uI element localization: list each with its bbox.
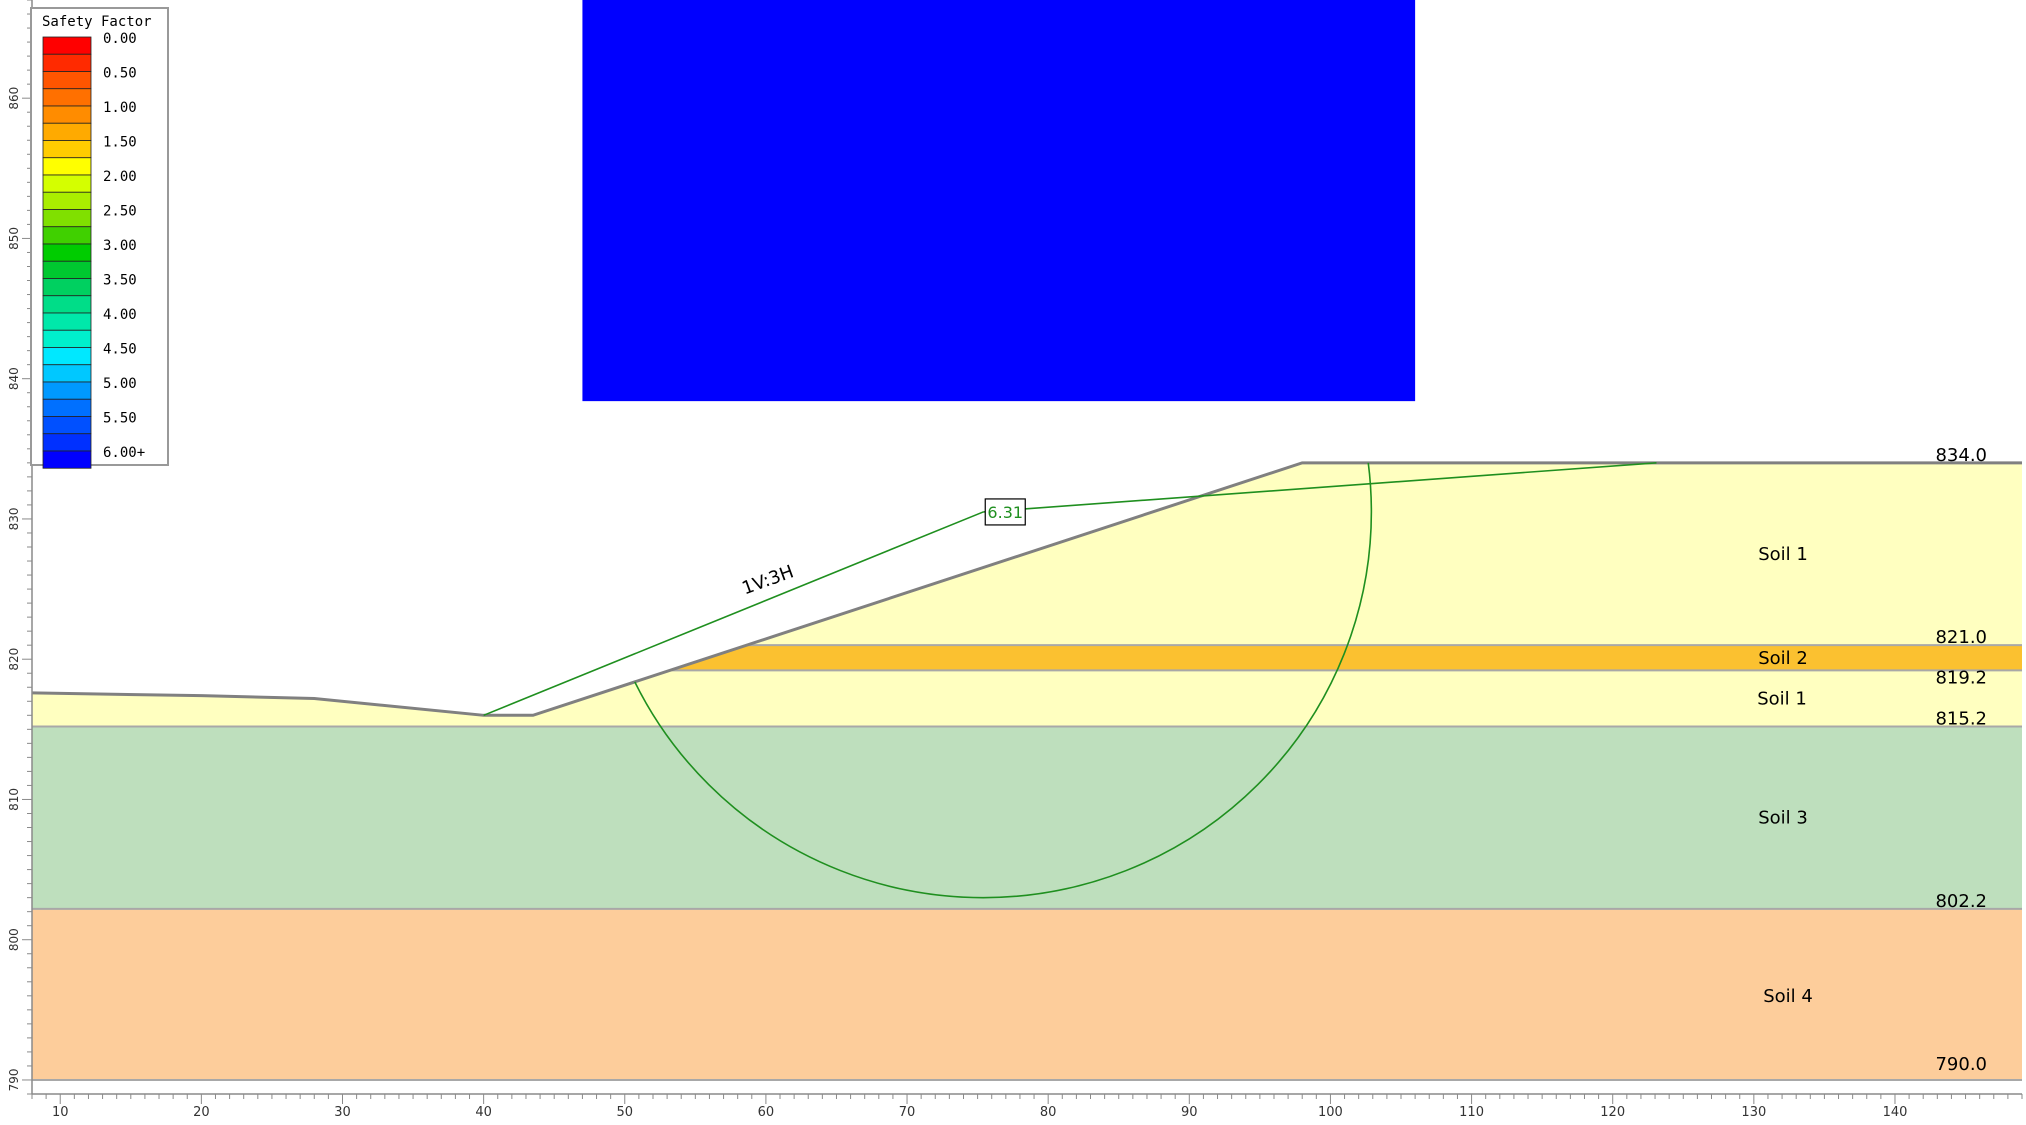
slip-radius-entry-line xyxy=(483,511,984,717)
x-tick-label: 140 xyxy=(1883,1105,1908,1120)
legend-swatch xyxy=(42,329,92,348)
soil-layer-3 xyxy=(32,670,2022,727)
legend-swatch xyxy=(42,53,92,72)
soil-name-label-3: Soil 1 xyxy=(1757,688,1807,709)
legend-label: 3.50 xyxy=(103,273,137,289)
legend-swatch xyxy=(42,105,92,124)
legend-swatch xyxy=(42,260,92,279)
legend-swatch xyxy=(42,88,92,107)
x-tick-label: 70 xyxy=(899,1105,916,1120)
elevation-label-base: 790.0 xyxy=(1935,1054,1987,1075)
y-tick-label: 830 xyxy=(7,507,21,530)
legend-label: 2.00 xyxy=(103,169,137,185)
legend-label: 5.50 xyxy=(103,411,137,427)
legend-title: Safety Factor xyxy=(42,14,152,30)
legend-swatch xyxy=(42,398,92,417)
legend-swatch xyxy=(42,140,92,159)
legend-label: 2.50 xyxy=(103,204,137,220)
x-tick-label: 40 xyxy=(475,1105,492,1120)
soil-name-label-4: Soil 3 xyxy=(1758,808,1808,829)
legend-label: 1.00 xyxy=(103,100,137,116)
legend-swatch xyxy=(42,347,92,366)
slope-ratio-label: 1V:3H xyxy=(739,561,796,599)
legend-swatch xyxy=(42,226,92,245)
legend-swatch xyxy=(42,278,92,297)
x-tick-label: 30 xyxy=(334,1105,351,1120)
x-tick-label: 100 xyxy=(1318,1105,1343,1120)
safety-factor-label: 6.31 xyxy=(987,503,1023,522)
x-tick-label: 80 xyxy=(1040,1105,1057,1120)
soil-name-label-1: Soil 1 xyxy=(1758,544,1808,565)
soil-layers xyxy=(32,462,2022,1081)
x-tick-label: 130 xyxy=(1741,1105,1766,1120)
legend-label: 3.00 xyxy=(103,238,137,254)
y-tick-label: 850 xyxy=(7,227,21,250)
x-tick-label: 50 xyxy=(616,1105,633,1120)
y-tick-label: 820 xyxy=(7,648,21,671)
y-tick-label: 790 xyxy=(7,1069,21,1092)
legend-label: 1.50 xyxy=(103,135,137,151)
soil-name-label-5: Soil 4 xyxy=(1763,986,1813,1007)
x-tick-label: 120 xyxy=(1600,1105,1625,1120)
x-tick-label: 90 xyxy=(1181,1105,1198,1120)
legend-swatch xyxy=(42,416,92,435)
legend-label: 0.50 xyxy=(103,66,137,82)
soil-layer-4 xyxy=(32,726,2022,909)
soil-name-label-2: Soil 2 xyxy=(1758,648,1808,669)
slip-radius-exit-line xyxy=(983,462,1657,513)
legend-swatch xyxy=(42,191,92,210)
slip-center-grid xyxy=(582,0,1416,402)
legend-swatch xyxy=(42,364,92,383)
legend-swatch xyxy=(42,312,92,331)
elevation-label-1: 834.0 xyxy=(1935,445,1987,466)
elevation-label-3: 819.2 xyxy=(1935,667,1987,688)
safety-factor-label-box xyxy=(984,498,1026,526)
elevation-label-4: 815.2 xyxy=(1935,709,1987,730)
legend-swatch xyxy=(42,157,92,176)
x-tick-label: 60 xyxy=(758,1105,775,1120)
legend-swatch xyxy=(42,174,92,193)
soil-layer-2 xyxy=(32,645,2022,671)
y-tick-label: 860 xyxy=(7,87,21,110)
legend-swatch xyxy=(42,450,92,469)
legend-label: 4.00 xyxy=(103,307,137,323)
y-tick-label: 810 xyxy=(7,788,21,811)
y-tick-label: 840 xyxy=(7,367,21,390)
legend-swatch xyxy=(42,122,92,141)
legend-label: 5.00 xyxy=(103,376,137,392)
legend-swatch xyxy=(42,381,92,400)
legend-swatch xyxy=(42,209,92,228)
x-tick-label: 10 xyxy=(52,1105,69,1120)
legend-swatch xyxy=(42,71,92,90)
x-tick-label: 20 xyxy=(193,1105,210,1120)
legend-swatch xyxy=(42,243,92,262)
legend-label: 4.50 xyxy=(103,342,137,358)
elevation-label-2: 821.0 xyxy=(1935,627,1987,648)
legend-swatch xyxy=(42,433,92,452)
legend-swatch xyxy=(42,36,92,55)
legend-label: 0.00 xyxy=(103,31,137,47)
soil-layer-5 xyxy=(32,908,2022,1080)
legend-swatch xyxy=(42,295,92,314)
x-tick-label: 110 xyxy=(1459,1105,1484,1120)
elevation-label-5: 802.2 xyxy=(1935,891,1987,912)
y-tick-label: 800 xyxy=(7,928,21,951)
legend-label: 6.00+ xyxy=(103,445,145,461)
